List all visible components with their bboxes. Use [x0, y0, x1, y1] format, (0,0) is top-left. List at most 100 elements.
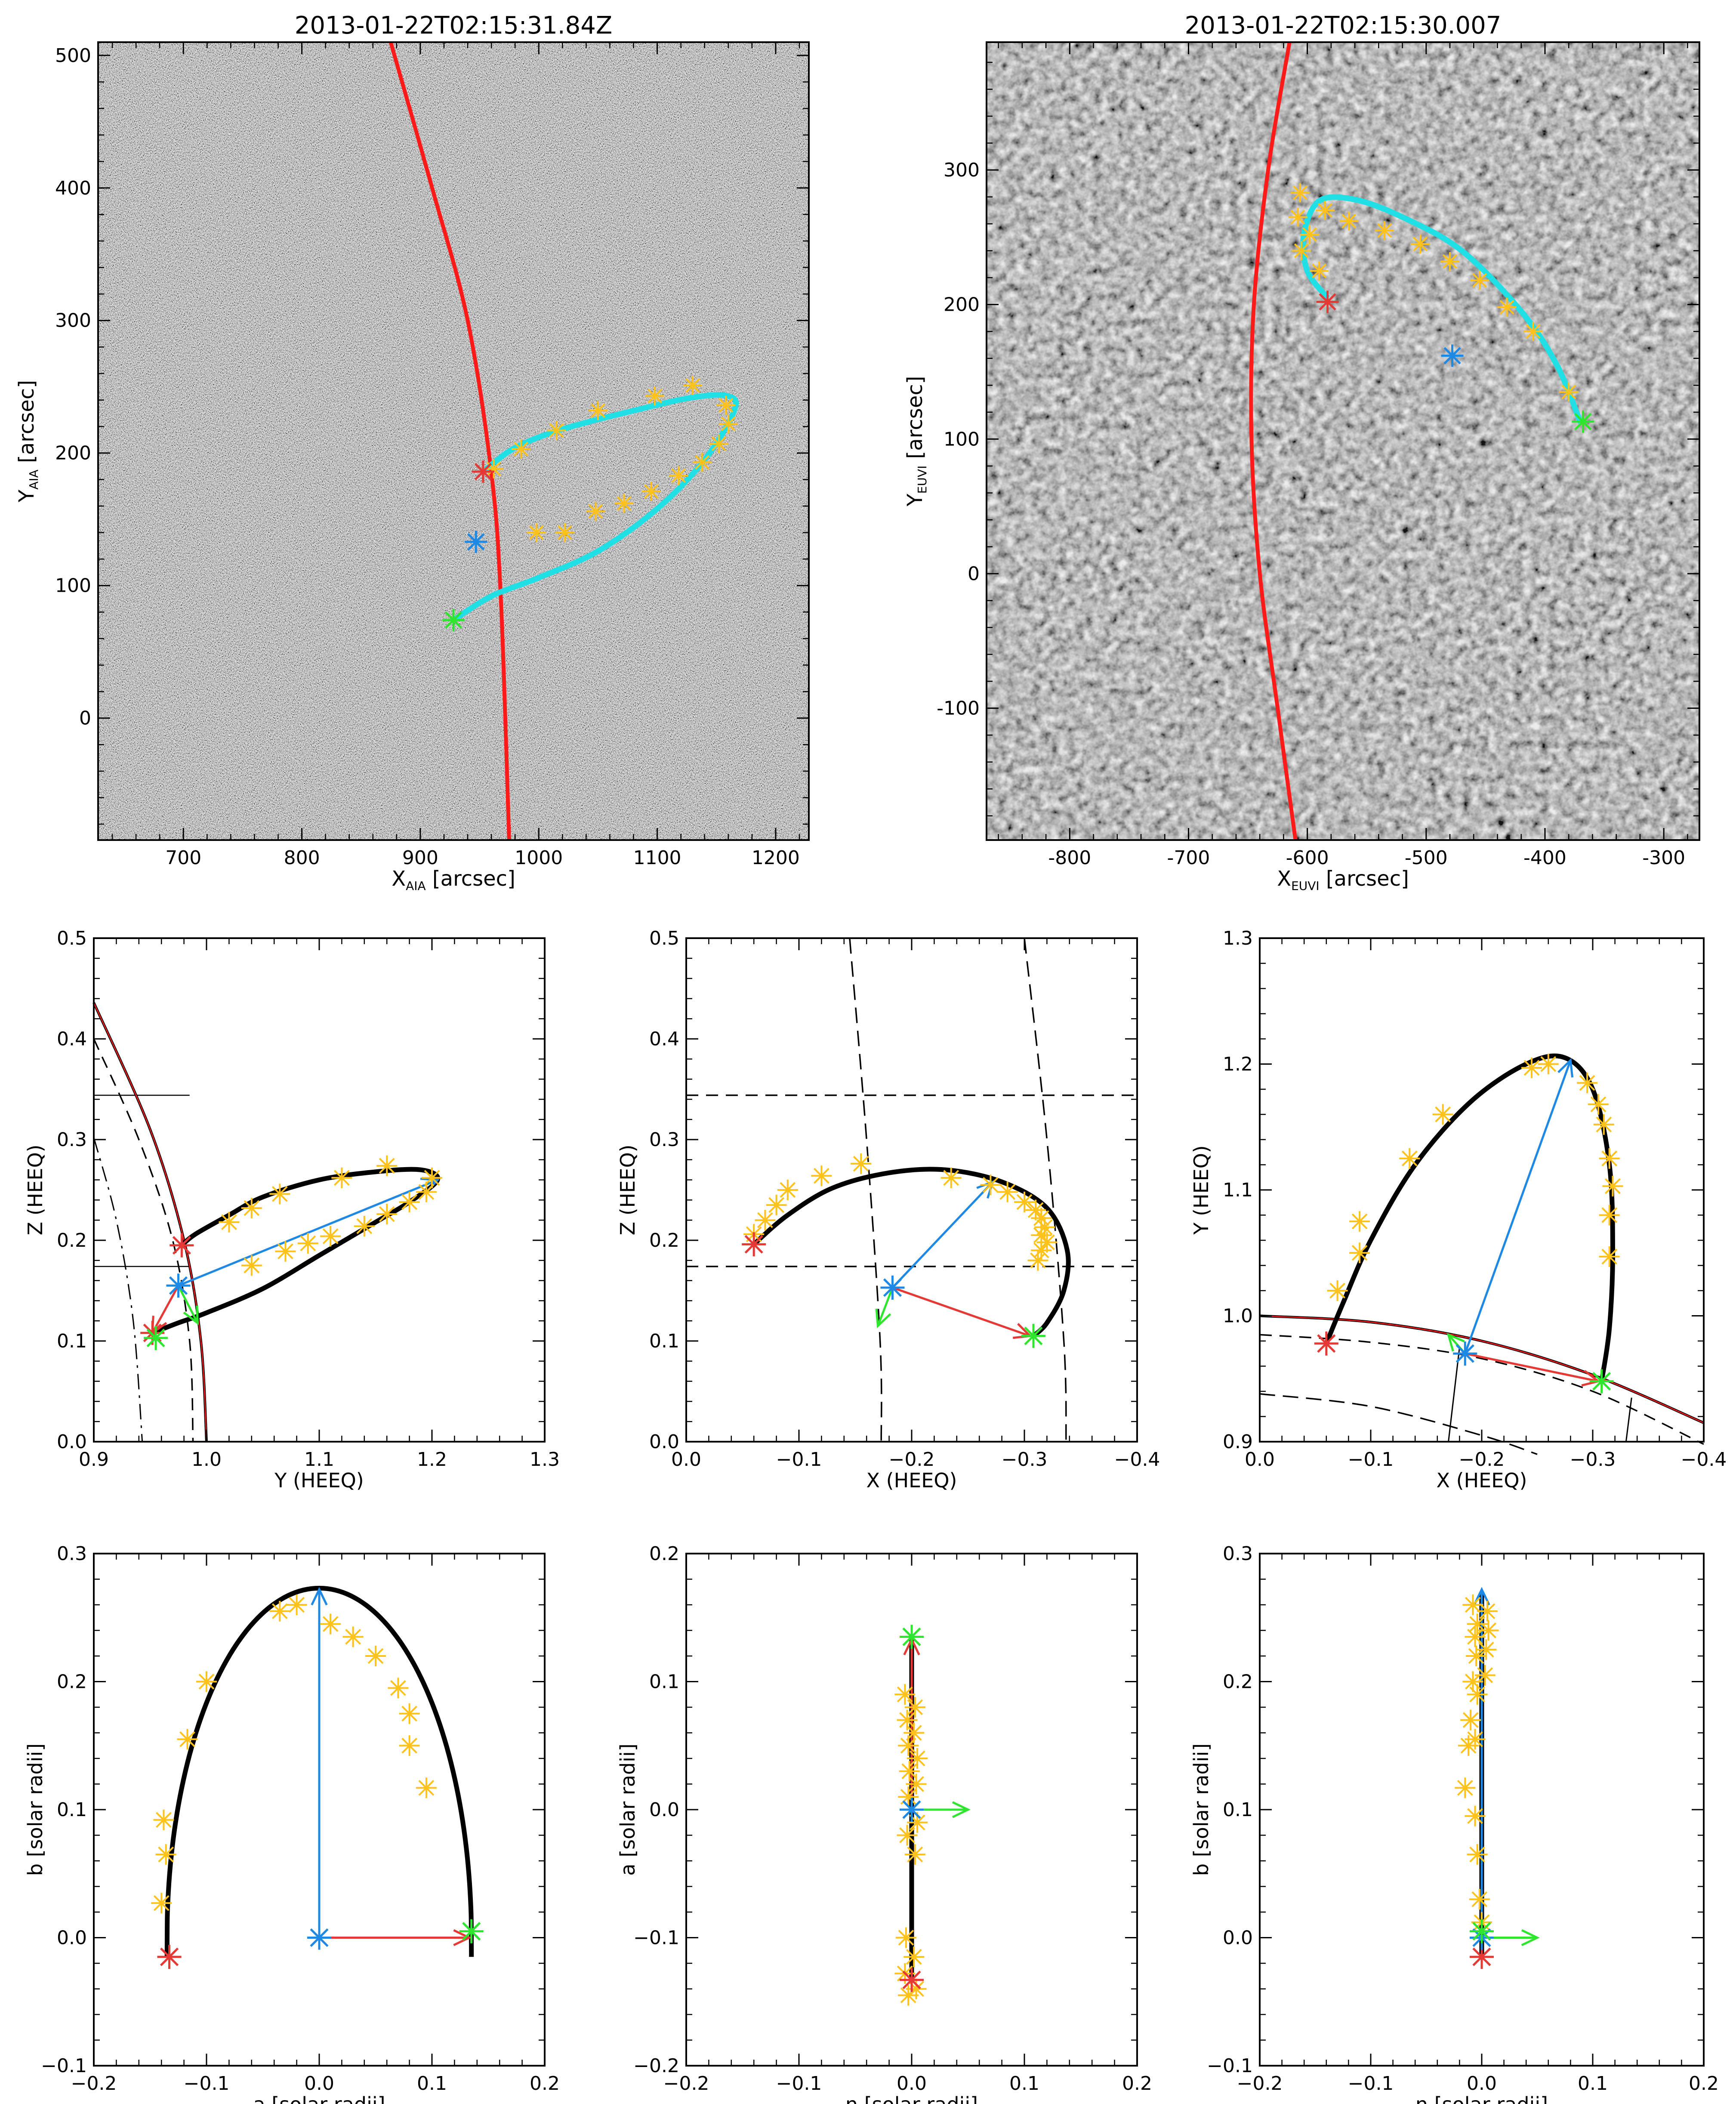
x-tick-label: 0.0 [304, 2073, 334, 2095]
yellow-point [997, 1181, 1018, 1202]
yellow-point-stroke [513, 442, 528, 457]
x-tick-label: −0.1 [776, 1449, 822, 1471]
yellow-point-stroke [221, 1214, 237, 1230]
yellow-point-stroke [367, 1648, 384, 1664]
yellow-point [269, 1183, 290, 1205]
yellow-point [153, 1809, 174, 1830]
yellow-point-stroke [909, 1814, 925, 1831]
y-axis-label: Y (HEEQ) [1190, 1145, 1213, 1235]
vector-arrow-head [311, 1587, 328, 1606]
x-tick-label: -700 [1167, 847, 1210, 869]
yellow-point [903, 1946, 925, 1968]
yellow-point [1440, 252, 1460, 271]
yellow-point [219, 1211, 240, 1233]
yellow-point [399, 1192, 420, 1213]
yellow-point-stroke [907, 1846, 923, 1863]
yellow-point [851, 1153, 872, 1174]
yellow-point-stroke [1033, 1242, 1049, 1258]
yellow-point-stroke [158, 1846, 174, 1863]
vector-arrow [178, 1177, 440, 1287]
yellow-point-stroke [271, 1186, 288, 1202]
yellow-point-stroke [1351, 1213, 1368, 1230]
yellow-point [1310, 261, 1329, 281]
yellow-point [422, 1167, 442, 1188]
yellow-point [904, 1844, 925, 1865]
yellow-point-stroke [1601, 1248, 1618, 1265]
green-footpoint-stroke [444, 611, 463, 629]
yellow-point-stroke [780, 1182, 796, 1198]
y-tick-label: 0.2 [57, 1230, 87, 1251]
vector-arrow-head [183, 1305, 199, 1325]
yellow-point-stroke [1312, 263, 1327, 278]
yellow-point [1465, 1805, 1486, 1826]
vector-arrow [177, 1285, 199, 1325]
yellow-point-stroke [529, 525, 544, 540]
yellow-point [354, 1216, 375, 1237]
blue-center-point-stroke [310, 1928, 329, 1947]
yellow-point-stroke [1294, 243, 1309, 258]
x-tick-label: -400 [1523, 847, 1566, 869]
yellow-point [1467, 1844, 1488, 1865]
yellow-point [1599, 1246, 1620, 1267]
yellow-point-stroke [1477, 1667, 1493, 1684]
vector-arrow-shaft [151, 1285, 179, 1334]
yellow-point-stroke [153, 1895, 170, 1911]
x-tick-label: −0.2 [889, 1449, 935, 1471]
yellow-point-stroke [695, 455, 710, 470]
yellow-point-stroke [590, 403, 605, 418]
yellow-point-stroke [1467, 1628, 1483, 1645]
y-tick-label: 200 [944, 294, 980, 316]
vector-arrow [892, 1286, 1033, 1339]
y-tick-label: 0.0 [649, 1799, 679, 1821]
yellow-point-stroke [768, 1197, 784, 1213]
yellow-point-stroke [711, 436, 726, 451]
y-axis-label: b [solar radii] [24, 1743, 47, 1876]
yellow-point [1292, 241, 1311, 260]
vector-arrow-shaft [1464, 1060, 1572, 1354]
ab-plane-panel: −0.2−0.10.00.10.2−0.10.00.10.20.3a [sola… [24, 1543, 560, 2104]
y-tick-label: 0.1 [649, 1330, 679, 1352]
y-tick-label: 0.5 [57, 927, 87, 949]
x-tick-label: -600 [1286, 847, 1329, 869]
red-footpoint-stroke [1317, 1334, 1336, 1353]
yellow-point [320, 1226, 341, 1247]
euvi-image-panel: -800 -700 -600 -500 -400 -300 -100 0 100 200 300 XE… [903, 12, 1700, 893]
x-tick-label: 1200 [752, 847, 800, 869]
yellow-point [297, 1233, 318, 1254]
yellow-point-stroke [1596, 1116, 1612, 1133]
reference-vline-dashed [849, 938, 882, 1442]
yellow-point [1375, 221, 1394, 240]
yellow-point-stroke [322, 1228, 339, 1245]
yellow-point [1599, 1205, 1620, 1226]
yellow-point-stroke [179, 1731, 195, 1747]
na-plane-panel: −0.2 −0.1 0.0 0.1 0.2 −0.2 −0.1 0.0 0.1 0.2 n [sol… [616, 1543, 1152, 2104]
yellow-point-stroke [899, 1827, 915, 1843]
y-tick-label: 1.1 [1223, 1179, 1253, 1201]
yellow-point-stroke [898, 1930, 914, 1946]
yellow-point [641, 482, 661, 501]
limb-dashed-line [93, 1038, 194, 1442]
yellow-point-stroke [897, 1686, 913, 1702]
yellow-point-stroke [617, 496, 632, 511]
yellow-point-stroke [1460, 1737, 1477, 1754]
yellow-point-stroke [1478, 1641, 1494, 1658]
overlay-layer [389, 42, 739, 840]
yellow-point [416, 1777, 437, 1798]
yellow-point [331, 1167, 352, 1188]
y-tick-label: 0.2 [57, 1671, 87, 1693]
x-tick-label: 0.0 [897, 2073, 927, 2095]
vector-arrow-shaft [1465, 1352, 1599, 1383]
x-tick-label: −0.2 [663, 2073, 709, 2095]
yellow-point [342, 1626, 364, 1647]
yellow-point [1467, 1684, 1488, 1705]
y-tick-label: 0.1 [57, 1330, 87, 1352]
yellow-point-stroke [1401, 1150, 1418, 1167]
yellow-point [1411, 234, 1430, 253]
yellow-point-stroke [289, 1597, 305, 1613]
green-footpoint-stroke [1472, 1922, 1491, 1941]
yellow-point-stroke [1351, 1245, 1368, 1261]
yellow-point [1399, 1148, 1420, 1169]
yellow-point-stroke [278, 1243, 293, 1260]
yellow-point [365, 1646, 386, 1666]
